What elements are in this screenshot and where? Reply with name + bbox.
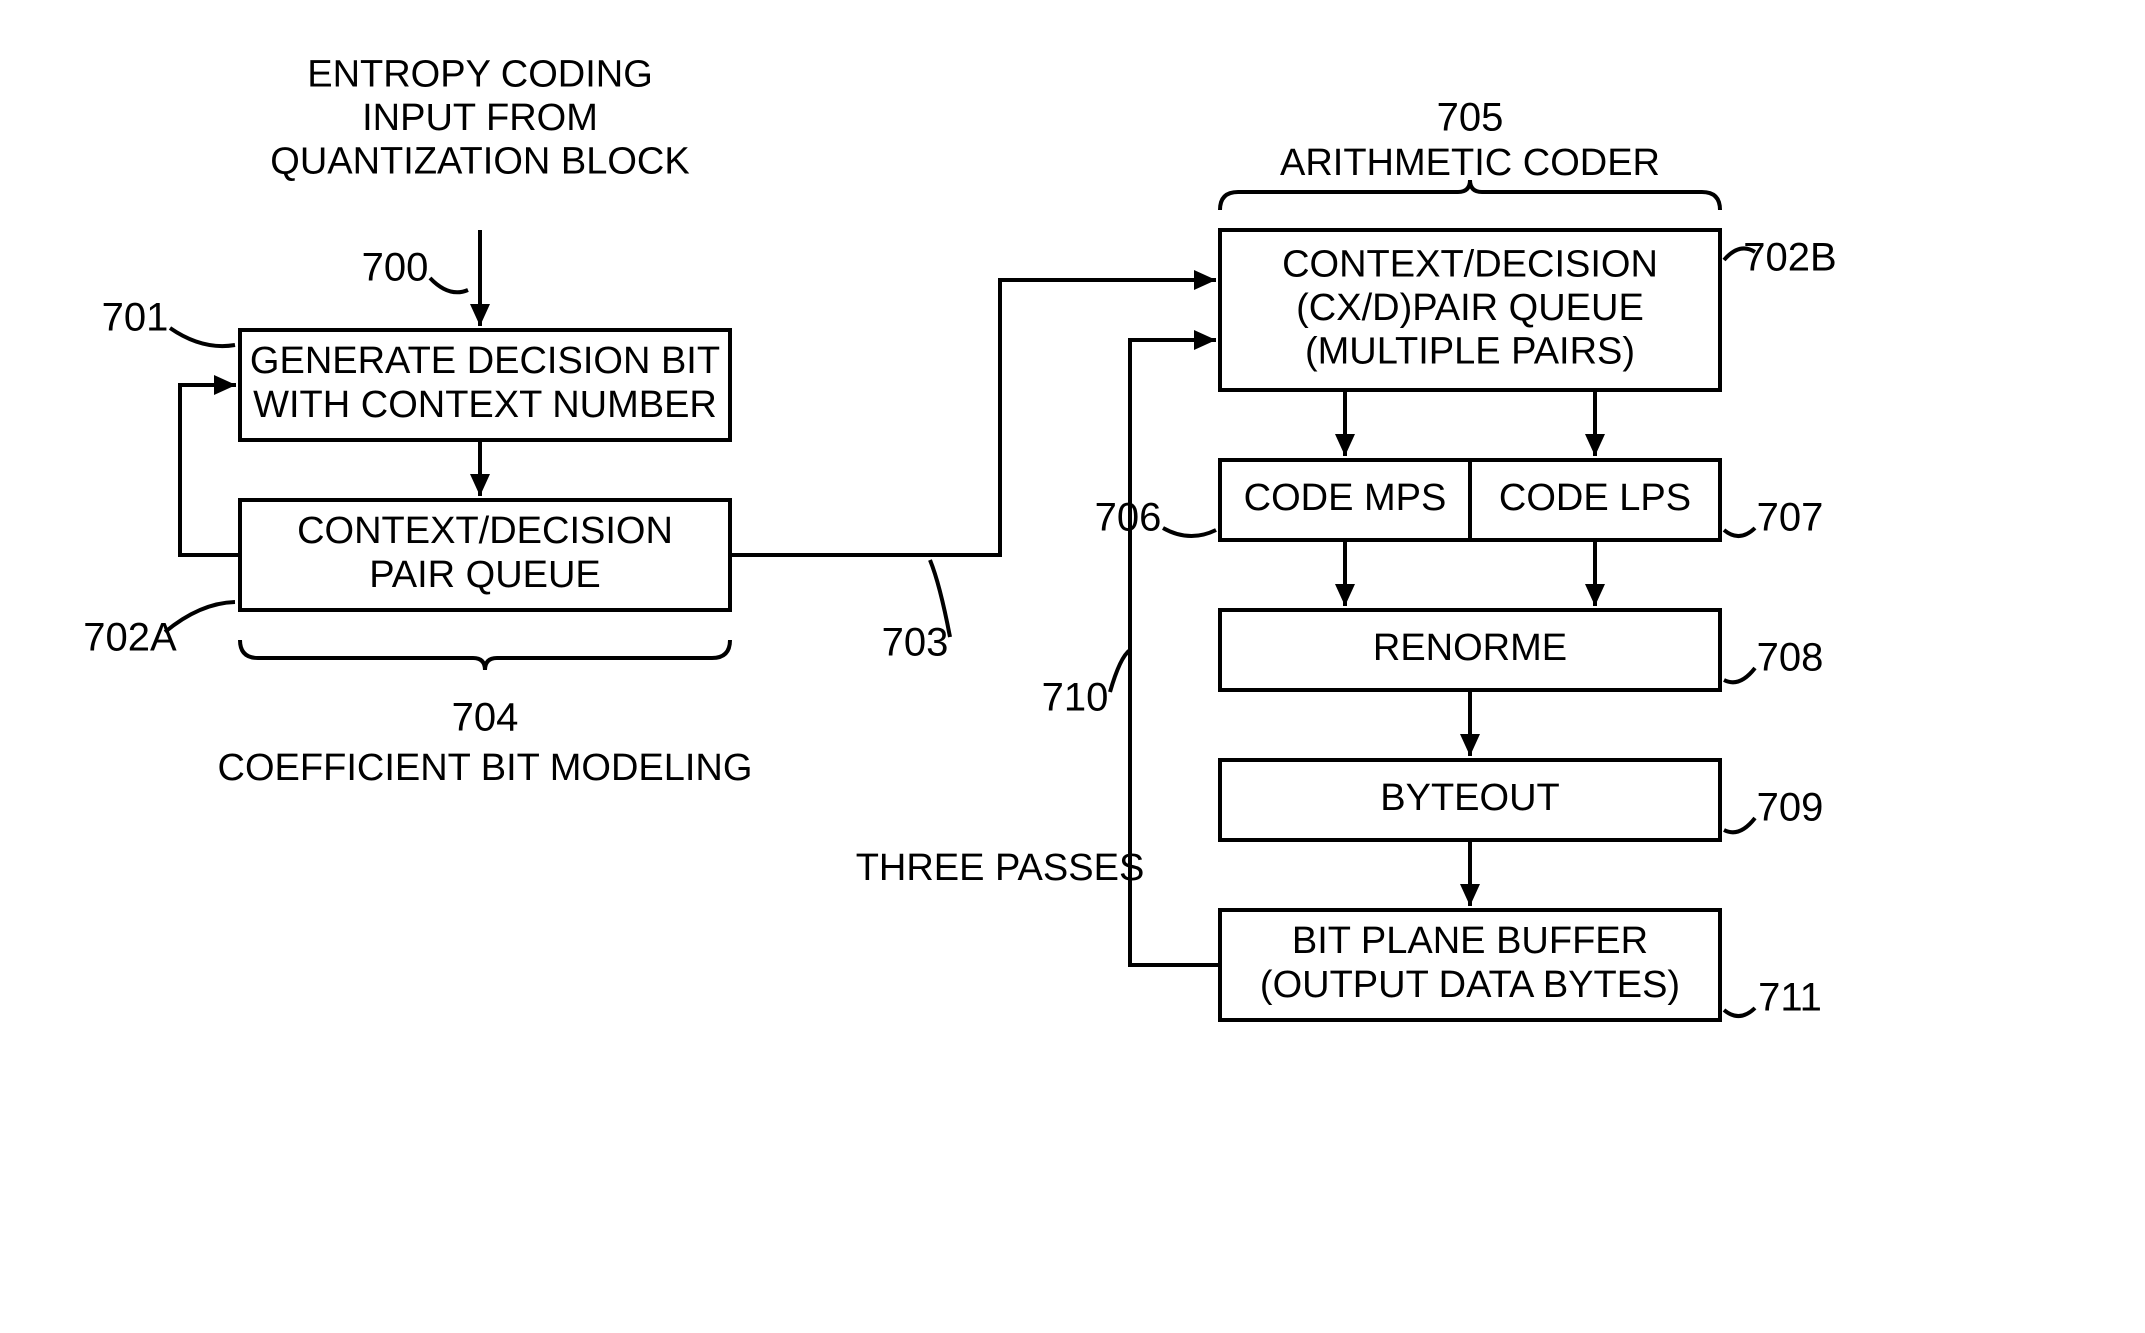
ref-r700: 700 — [362, 246, 429, 290]
edge — [180, 385, 240, 555]
ref-lead — [1724, 528, 1755, 536]
ref-lead — [1724, 668, 1755, 682]
ref-r708: 708 — [1757, 636, 1824, 680]
ref-r705: 705 — [1437, 96, 1504, 140]
ref-lead — [170, 328, 235, 346]
ref-lead — [1724, 1008, 1755, 1016]
coeff_bit_modeling: COEFFICIENT BIT MODELING — [218, 747, 753, 789]
node-text: GENERATE DECISION BIT — [250, 340, 720, 382]
ref-r707: 707 — [1757, 496, 1824, 540]
three_passes: THREE PASSES — [856, 847, 1145, 889]
ref-r704: 704 — [452, 696, 519, 740]
ref-lead — [1110, 650, 1130, 692]
brace — [1220, 180, 1720, 210]
ref-r711: 711 — [1758, 976, 1822, 1020]
node-text: CODE MPS — [1244, 477, 1447, 519]
ref-r702b: 702B — [1743, 236, 1836, 280]
node-text: CODE LPS — [1499, 477, 1691, 519]
input-label: INPUT FROM — [362, 97, 598, 139]
node-text: (CX/D)PAIR QUEUE — [1296, 287, 1644, 329]
node-text: RENORME — [1373, 627, 1567, 669]
node-text: WITH CONTEXT NUMBER — [253, 384, 717, 426]
arith_coder: ARITHMETIC CODER — [1280, 142, 1660, 184]
ref-lead — [1163, 528, 1216, 536]
ref-r706: 706 — [1095, 496, 1162, 540]
ref-lead — [430, 278, 468, 292]
node-text: PAIR QUEUE — [369, 554, 601, 596]
brace — [240, 640, 730, 670]
ref-r709: 709 — [1757, 786, 1824, 830]
node-text: (MULTIPLE PAIRS) — [1305, 331, 1635, 373]
node-text: CONTEXT/DECISION — [1282, 243, 1658, 285]
input-label: ENTROPY CODING — [307, 53, 653, 95]
node-text: CONTEXT/DECISION — [297, 510, 673, 552]
input-label: QUANTIZATION BLOCK — [270, 141, 689, 183]
ref-r701: 701 — [102, 296, 169, 340]
ref-r702a: 702A — [83, 616, 177, 660]
ref-r710: 710 — [1042, 676, 1109, 720]
flowchart-canvas: ENTROPY CODINGINPUT FROMQUANTIZATION BLO… — [0, 0, 2145, 1333]
node-text: (OUTPUT DATA BYTES) — [1260, 964, 1680, 1006]
ref-lead — [1724, 818, 1755, 832]
node-text: BIT PLANE BUFFER — [1292, 920, 1648, 962]
node-text: BYTEOUT — [1380, 777, 1559, 819]
ref-r703: 703 — [882, 621, 949, 665]
